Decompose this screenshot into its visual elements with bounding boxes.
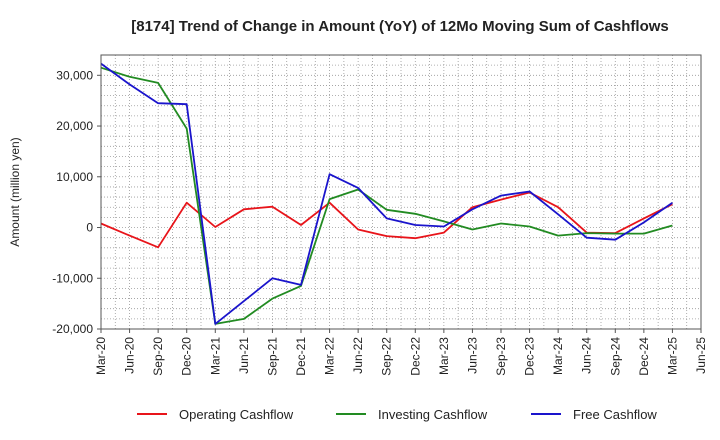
- series-line-investing-cashflow: [100, 66, 673, 325]
- y-tick-label: 0: [86, 221, 93, 235]
- x-tick-label: Jun-21: [237, 337, 251, 374]
- x-tick-label: Jun-22: [351, 337, 365, 374]
- x-tick-label: Jun-20: [123, 337, 137, 374]
- y-tick-label: -20,000: [52, 322, 93, 336]
- x-tick-label: Mar-22: [323, 337, 337, 375]
- x-tick-label: Dec-22: [408, 337, 422, 376]
- x-tick-label: Sep-23: [494, 337, 508, 376]
- legend-label-investing-cashflow: Investing Cashflow: [378, 407, 488, 422]
- x-tick-label: Jun-23: [465, 337, 479, 374]
- x-tick-label: Dec-24: [637, 337, 651, 376]
- y-tick-label: 30,000: [56, 68, 93, 82]
- x-tick-label: Dec-23: [523, 337, 537, 376]
- x-tick-label: Mar-25: [665, 337, 679, 375]
- x-tick-label: Jun-24: [580, 337, 594, 374]
- x-tick-label: Mar-23: [437, 337, 451, 375]
- y-tick-label: 10,000: [56, 170, 93, 184]
- series-line-operating-cashflow: [100, 191, 673, 249]
- x-tick-label: Sep-24: [608, 337, 622, 376]
- x-tick-label: Mar-24: [551, 337, 565, 375]
- x-tick-label: Mar-21: [208, 337, 222, 375]
- x-tick-label: Sep-22: [380, 337, 394, 376]
- chart-title: [8174] Trend of Change in Amount (YoY) o…: [131, 18, 669, 35]
- x-tick-label: Dec-21: [294, 337, 308, 376]
- y-tick-label: -10,000: [52, 271, 93, 285]
- x-tick-label: Jun-25: [694, 337, 708, 374]
- x-tick-label: Dec-20: [180, 337, 194, 376]
- y-axis-ticks: -20,000 -10,000 0 10,000 20,000 30,000: [52, 68, 101, 336]
- legend-label-operating-cashflow: Operating Cashflow: [179, 407, 294, 422]
- x-axis-ticks: Mar-20 Jun-20 Sep-20 Dec-20 Mar-21 Jun-21 Sep-…: [94, 329, 708, 376]
- series-line-free-cashflow: [100, 62, 673, 325]
- plot-frame: [100, 54, 702, 330]
- grid: [100, 54, 702, 330]
- legend: Operating Cashflow Investing Cashflow Free…: [137, 407, 657, 422]
- legend-label-free-cashflow: Free Cashflow: [573, 407, 657, 422]
- x-tick-label: Sep-21: [265, 337, 279, 376]
- x-tick-label: Sep-20: [151, 337, 165, 376]
- series-lines: [100, 62, 673, 325]
- x-tick-label: Mar-20: [94, 337, 108, 375]
- y-axis-label: Amount (million yen): [8, 137, 22, 246]
- y-tick-label: 20,000: [56, 119, 93, 133]
